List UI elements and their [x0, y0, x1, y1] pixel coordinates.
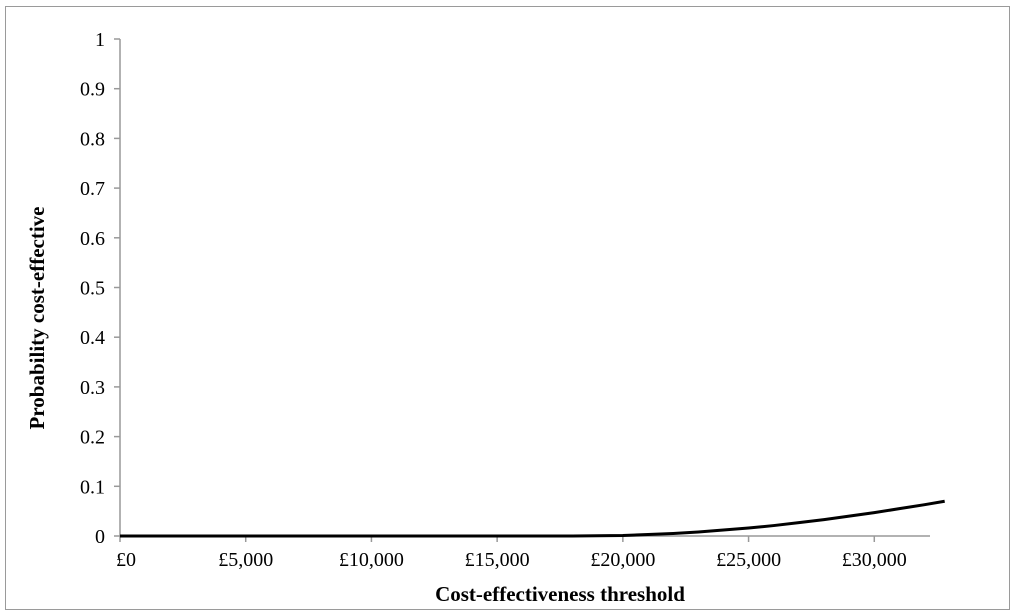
y-tick-label: 0.9: [80, 79, 105, 101]
x-axis-title: Cost-effectiveness threshold: [435, 582, 685, 606]
axes: [119, 39, 930, 537]
y-tick-label: 0.8: [80, 128, 105, 150]
y-tick-label: 0.1: [80, 476, 105, 498]
y-tick-label: 0.7: [80, 178, 105, 200]
y-tick-label: 0.6: [80, 228, 105, 250]
x-tick-label: £10,000: [339, 549, 404, 571]
y-tick-label: 0.2: [80, 427, 105, 449]
series-line: [120, 499, 945, 538]
series-layer: [120, 499, 945, 538]
x-tick-label: £5,000: [218, 549, 273, 571]
x-tick-label: £0: [116, 549, 136, 571]
y-axis-title: Probability cost-effective: [25, 207, 49, 430]
x-tick-label: £25,000: [716, 549, 781, 571]
y-tick-label: 1: [95, 29, 105, 51]
y-tick-label: 0: [95, 526, 105, 548]
x-tick-label: £20,000: [590, 549, 655, 571]
y-tick-label: 0.4: [80, 327, 105, 349]
y-tick-label: 0.5: [80, 278, 105, 300]
y-ticks: 0 0.1 0.2 0.3 0.4 0.5 0.6 0.7 0.8 0.9 1: [80, 29, 120, 548]
x-tick-label: £15,000: [465, 549, 530, 571]
x-tick-label: £30,000: [842, 549, 907, 571]
chart-frame: [5, 6, 1010, 610]
x-ticks: £0 £5,000 £10,000 £15,000 £20,000 £25,000 £30,…: [116, 536, 907, 571]
y-tick-label: 0.3: [80, 377, 105, 399]
